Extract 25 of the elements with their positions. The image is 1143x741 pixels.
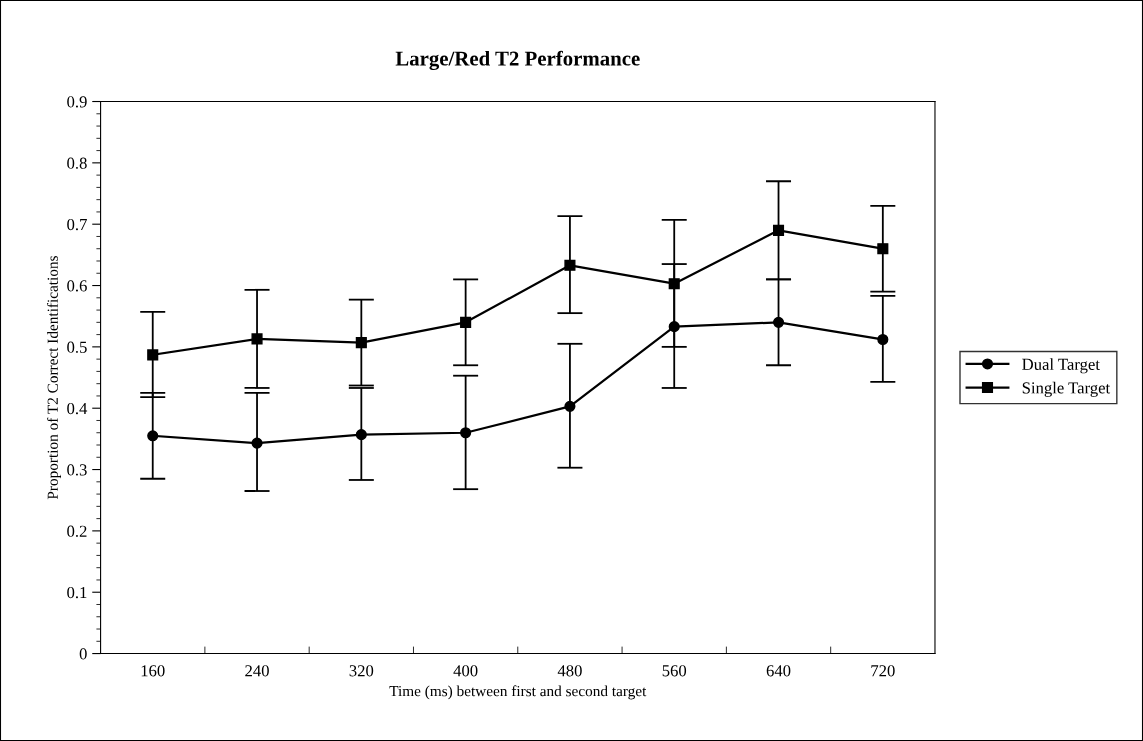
legend-label: Single Target	[1022, 381, 1111, 397]
y-tick-label: 0.7	[67, 218, 87, 231]
point	[251, 333, 263, 345]
x-tick-label: 560	[662, 665, 687, 677]
legend-label: Dual Target	[1022, 358, 1100, 374]
x-tick-label: 480	[557, 665, 582, 677]
x-tick-label: 640	[766, 665, 791, 677]
chart-title: Large/Red T2 Performance	[395, 50, 640, 71]
x-axis-title: Time (ms) between first and second target	[389, 685, 647, 700]
x-tick-label: 240	[245, 665, 269, 677]
x-tick-label: 160	[141, 665, 165, 677]
y-axis-title: Proportion of T2 Correct Identifications	[46, 256, 61, 500]
y-tick-label: 0.1	[67, 586, 87, 599]
x-tick-label: 320	[349, 665, 374, 677]
y-tick-label: 0.5	[67, 341, 87, 353]
y-tick-label: 0.8	[67, 157, 87, 169]
point	[772, 224, 785, 236]
y-tick-label: 0	[79, 648, 87, 660]
y-tick-label: 0.4	[67, 402, 88, 415]
y-tick-label: 0.3	[67, 464, 87, 476]
y-tick-label: 0.6	[67, 280, 87, 292]
y-tick-label: 0.9	[67, 96, 87, 108]
y-tick-label: 0.2	[67, 525, 87, 537]
x-tick-label: 400	[453, 665, 478, 677]
x-tick-label: 720	[871, 665, 895, 677]
